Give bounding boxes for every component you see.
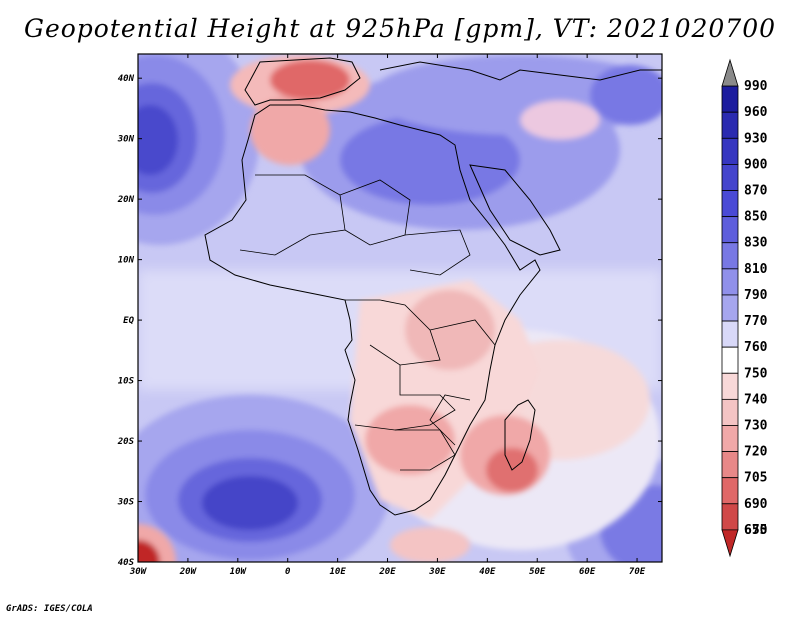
lat-label: 20S [117,437,135,447]
colorbar-label: 990 [744,79,768,94]
colorbar-segment [721,477,739,505]
height-field [138,54,662,562]
latitude-axis: 40N 30N 20N 10N EQ 10S 20S 30S 40S [117,74,662,568]
credit-text: GrADS: IGES/COLA [6,604,93,614]
map-frame [137,53,663,563]
lon-label: 70E [629,567,646,577]
colorbar-label: 650 [744,523,768,538]
colorbar-segment [721,268,739,296]
south-atlantic-high [138,395,390,562]
colorbar-segment [721,190,739,218]
colorbar-segment [721,398,739,426]
colorbar-label: 850 [744,210,768,225]
lon-label: 0 [285,567,291,577]
lon-label: 30E [428,567,446,577]
colorbar-segment [721,320,739,348]
north-atlantic-high [138,54,260,245]
lat-label: EQ [123,316,134,326]
lat-label: 40N [118,74,135,84]
colorbar-segment [721,372,739,400]
colorbar-segment [721,164,739,191]
coastlines [204,57,662,516]
colorbar-label: 690 [744,497,768,512]
lon-label: 30W [129,567,148,577]
country-borders [239,174,496,471]
colorbar-segment [721,137,739,165]
colorbar-label: 750 [744,366,768,381]
colorbar-label: 675 [744,523,767,538]
lon-label: 10E [329,567,346,577]
colorbar-segment [721,294,739,322]
colorbar-label: 770 [744,314,768,329]
colorbar-label: 730 [744,418,768,433]
colorbar-top-arrow [721,58,739,87]
colorbar-label: 740 [744,392,768,407]
lon-label: 20W [179,567,198,577]
colorbar-label: 960 [744,105,768,120]
lat-label: 10S [118,377,135,387]
colorbar-segment [721,346,739,374]
colorbar-segment [721,451,739,479]
northwest-africa-low [230,55,370,165]
colorbar-label: 705 [744,471,767,486]
lat-label: 20N [117,195,135,205]
colorbar: 990 960 930 900 870 850 830 810 790 770 760 750 740 7… [721,58,768,558]
colorbar-segment [721,242,739,270]
lat-label: 40S [118,558,135,568]
southwest-corner-low [138,524,176,562]
chart-title: Geopotential Height at 925hPa [gpm], VT:… [23,14,777,43]
colorbar-label: 760 [744,340,768,355]
colorbar-bottom-arrow [721,529,739,558]
colorbar-segment [721,503,739,531]
colorbar-label: 810 [744,262,768,277]
colorbar-segment [721,425,739,452]
lat-label: 30S [117,498,135,508]
colorbar-segment [721,85,739,113]
colorbar-label: 870 [744,184,768,199]
colorbar-label: 830 [744,236,768,251]
lat-label: 30N [117,135,135,145]
lon-label: 10W [230,567,248,577]
lon-label: 50E [529,567,546,577]
colorbar-label: 900 [744,157,768,172]
colorbar-segment [721,111,739,139]
lat-label: 10N [118,256,135,266]
colorbar-segment [721,216,739,244]
arabia-patch [520,100,600,140]
lon-label: 40E [479,567,496,577]
lon-label: 20E [378,567,396,577]
longitude-axis: 30W 20W 10W 0 10E 20E 30E 40E 50E 60E 70E [129,54,646,577]
lon-label: 60E [579,567,596,577]
colorbar-label: 930 [744,131,768,146]
colorbar-label: 720 [744,445,768,460]
colorbar-label: 790 [744,288,768,303]
